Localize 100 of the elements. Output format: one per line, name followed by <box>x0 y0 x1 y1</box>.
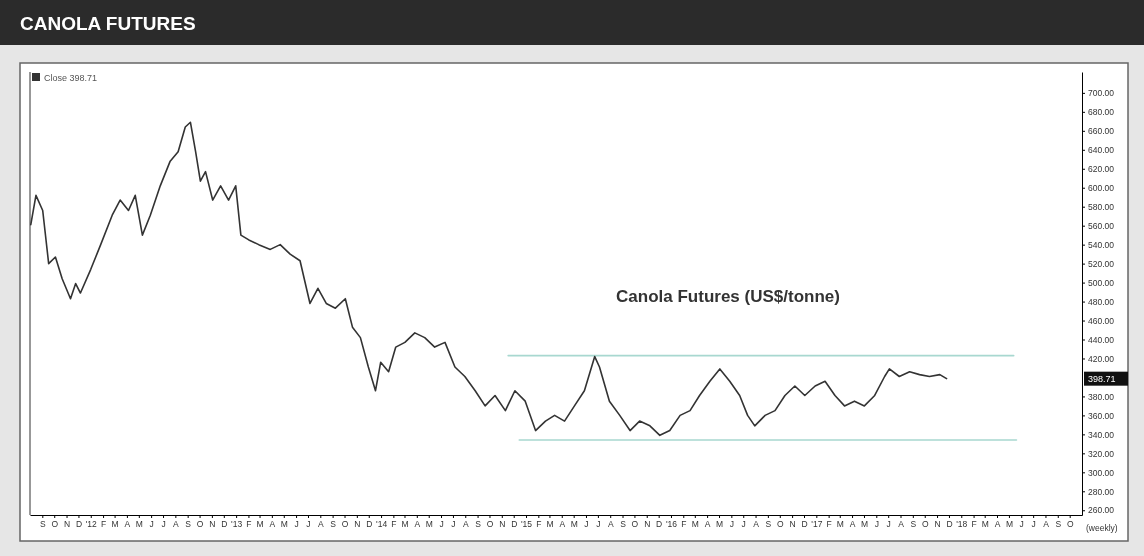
x-tick-label: J <box>729 519 734 530</box>
x-tick-label: A <box>414 519 421 530</box>
y-tick-label: 360.00 <box>1088 410 1115 421</box>
x-tick-label: D <box>656 519 663 530</box>
y-tick-label: 540.00 <box>1088 239 1115 250</box>
x-tick-label: N <box>209 519 216 530</box>
x-tick-label: A <box>559 519 566 530</box>
x-tick-label: J <box>451 519 456 530</box>
chart-title: CANOLA FUTURES <box>20 13 196 34</box>
x-tick-label: J <box>149 519 154 530</box>
y-tick-label: 600.00 <box>1088 182 1115 193</box>
x-tick-label: S <box>765 519 772 530</box>
y-tick-label: 280.00 <box>1088 486 1115 497</box>
x-tick-label: F <box>100 519 107 530</box>
x-tick-label: M <box>715 519 724 530</box>
x-tick-label: '13 <box>231 519 243 530</box>
x-tick-label: S <box>1055 519 1062 530</box>
x-tick-label: N <box>63 519 71 530</box>
y-tick-label: 700.00 <box>1088 88 1115 99</box>
x-tick-label: J <box>439 519 444 530</box>
x-tick-label: A <box>849 519 856 530</box>
x-tick-label: J <box>306 519 311 530</box>
x-tick-label: '12 <box>85 519 98 530</box>
x-tick-label: S <box>185 519 192 530</box>
text: 398.71 <box>1088 374 1116 385</box>
x-tick-label: J <box>1019 519 1024 530</box>
y-tick-label: 620.00 <box>1088 163 1115 174</box>
y-tick-label: 520.00 <box>1088 258 1115 269</box>
x-tick-label: M <box>981 519 989 530</box>
x-tick-label: J <box>596 519 601 530</box>
y-tick-label: 300.00 <box>1088 467 1115 478</box>
y-tick-label: 440.00 <box>1088 334 1115 345</box>
y-tick-label: 420.00 <box>1088 353 1115 364</box>
x-tick-label: M <box>860 519 869 530</box>
x-tick-label: A <box>704 519 711 530</box>
x-tick-label: '18 <box>956 519 968 530</box>
x-tick-label: N <box>354 519 361 530</box>
y-tick-label: 380.00 <box>1088 391 1115 402</box>
x-tick-label: D <box>511 519 518 530</box>
y-tick-label: 580.00 <box>1088 201 1115 212</box>
x-tick-label: F <box>971 519 977 530</box>
x-tick-label: M <box>570 519 578 530</box>
x-tick-label: J <box>161 519 166 530</box>
x-tick-label: '17 <box>811 519 823 530</box>
x-tick-label: O <box>51 519 59 530</box>
x-tick-label: J <box>886 519 891 530</box>
x-tick-label: M <box>836 519 844 530</box>
x-tick-label: M <box>280 519 288 530</box>
x-tick-label: M <box>111 519 119 530</box>
x-tick-label: O <box>1066 519 1074 530</box>
y-tick-label: 560.00 <box>1088 220 1115 231</box>
x-tick-label: A <box>994 519 1001 530</box>
x-tick-label: J <box>874 519 879 530</box>
x-tick-label: '15 <box>520 519 533 530</box>
x-tick-label: N <box>789 519 796 530</box>
x-tick-label: D <box>221 519 228 530</box>
x-tick-label: O <box>921 519 929 530</box>
y-tick-label: 320.00 <box>1088 448 1115 459</box>
x-tick-label: D <box>75 519 83 530</box>
x-tick-label: M <box>425 519 433 530</box>
x-tick-label: O <box>631 519 639 530</box>
y-tick-label: 640.00 <box>1088 145 1115 156</box>
x-tick-label: '14 <box>376 519 388 530</box>
x-tick-label: S <box>910 519 917 530</box>
x-tick-label: M <box>256 519 264 530</box>
x-tick-label: A <box>462 519 469 530</box>
x-tick-label: A <box>1043 519 1050 530</box>
x-tick-label: M <box>401 519 409 530</box>
y-tick-label: 660.00 <box>1088 126 1115 137</box>
x-tick-label: '16 <box>665 519 678 530</box>
x-tick-label: S <box>475 519 482 530</box>
x-tick-label: S <box>620 519 627 530</box>
x-tick-label: M <box>546 519 554 530</box>
x-tick-label: F <box>246 519 252 530</box>
x-tick-label: O <box>196 519 204 530</box>
x-tick-label: N <box>934 519 941 530</box>
x-tick-label: F <box>826 519 832 530</box>
x-tick-label: J <box>294 519 299 530</box>
annotation: Close 398.71 <box>44 72 98 83</box>
x-tick-label: M <box>1005 519 1013 530</box>
x-tick-label: A <box>607 519 614 530</box>
x-tick-label: A <box>124 519 131 530</box>
x-tick-label: F <box>391 519 397 530</box>
x-axis-title: (weekly) <box>1086 523 1118 533</box>
y-tick-label: 340.00 <box>1088 429 1115 440</box>
x-tick-label: J <box>1031 519 1036 530</box>
y-tick-label: 480.00 <box>1088 296 1115 307</box>
y-tick-label: 260.00 <box>1088 505 1115 516</box>
x-tick-label: A <box>173 519 180 530</box>
x-tick-label: D <box>946 519 953 530</box>
x-tick-label: O <box>341 519 349 530</box>
x-tick-label: A <box>753 519 760 530</box>
x-tick-label: D <box>366 519 373 530</box>
x-tick-label: S <box>39 519 46 530</box>
x-tick-label: S <box>330 519 337 530</box>
x-tick-label: A <box>317 519 324 530</box>
x-tick-label: F <box>681 519 687 530</box>
x-tick-label: J <box>584 519 589 530</box>
x-tick-label: N <box>644 519 651 530</box>
y-tick-label: 680.00 <box>1088 107 1115 118</box>
